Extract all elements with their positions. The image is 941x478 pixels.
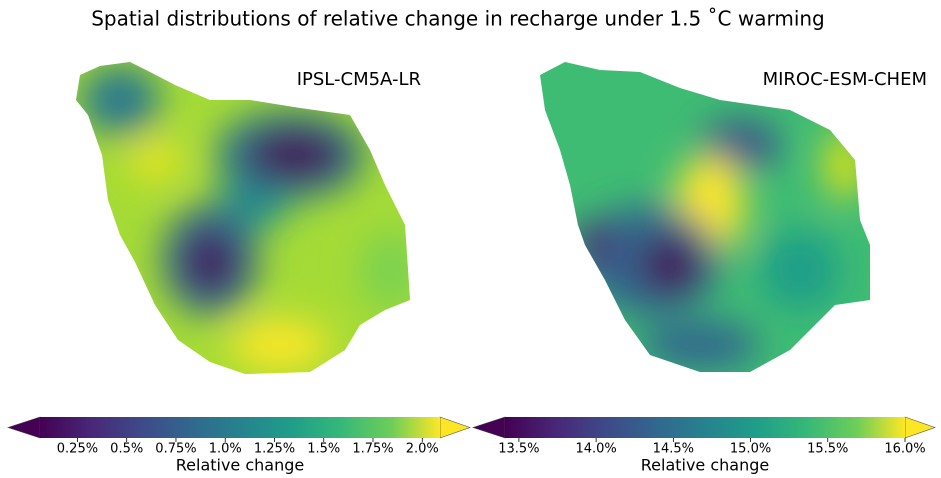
colorbar-extend (439, 416, 471, 439)
colorbar-tick-label: 15.0% (730, 442, 771, 457)
map-left (76, 62, 410, 374)
colorbar-tick-label: 0.5% (110, 442, 143, 457)
colorbar-tick-label: 1.75% (352, 442, 393, 457)
colorbar-tick-label: 0.25% (57, 442, 98, 457)
colorbar-tick-label: 0.75% (155, 442, 196, 457)
colorbar-tick-label: 15.5% (807, 442, 848, 457)
colorbar-tick-label: 2.0% (406, 442, 439, 457)
colorbar-extend (472, 416, 506, 439)
colorbar-tick-label: 1.5% (307, 442, 340, 457)
figure-title: Spatial distributions of relative change… (91, 7, 825, 31)
colorbar-extend (904, 416, 936, 439)
colorbar (40, 417, 440, 438)
colorbar-extend (7, 416, 41, 439)
colorbar-tick-label: 1.0% (209, 442, 242, 457)
panel-title: MIROC-ESM-CHEM (763, 69, 927, 90)
colorbar-label: Relative change (641, 456, 770, 475)
panel-title: IPSL-CM5A-LR (297, 69, 421, 90)
colorbar (505, 417, 905, 438)
colorbar-tick-label: 1.25% (254, 442, 295, 457)
map-right (540, 62, 870, 372)
colorbar-tick-label: 14.5% (653, 442, 694, 457)
colorbar-tick-label: 14.0% (575, 442, 616, 457)
map-field (80, 65, 410, 370)
colorbar-tick-label: 16.0% (884, 442, 925, 457)
colorbar-tick-label: 13.5% (498, 442, 539, 457)
colorbar-label: Relative change (176, 456, 305, 475)
